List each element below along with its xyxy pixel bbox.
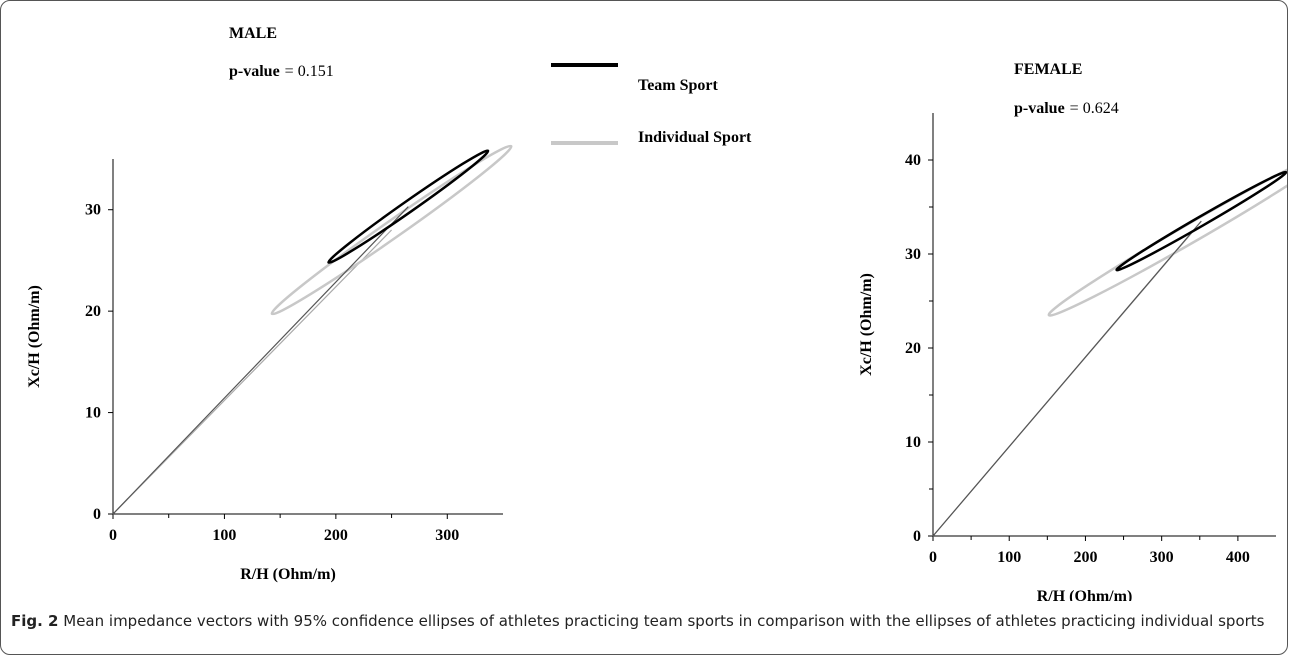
x-tick-label: 300	[435, 527, 459, 544]
vector	[932, 220, 1202, 537]
chart-title: FEMALE	[1014, 61, 1082, 78]
confidence-ellipse	[1115, 170, 1287, 272]
caption-label: Fig. 2	[11, 612, 59, 630]
vector	[112, 229, 392, 515]
confidence-ellipse	[327, 149, 490, 264]
confidence-ellipse	[270, 144, 513, 316]
x-tick-label: 100	[212, 527, 236, 544]
annotation-text: = 0.624	[1070, 100, 1119, 117]
annotation-label: p-value	[1014, 100, 1065, 117]
x-tick-label: 200	[1073, 549, 1097, 566]
x-tick-label: 0	[109, 527, 117, 544]
annotation-text: = 0.151	[285, 63, 334, 80]
y-tick-label: 0	[93, 506, 101, 523]
y-tick-label: 0	[913, 528, 921, 545]
annotation-label: p-value	[229, 63, 280, 80]
y-tick-label: 10	[905, 434, 921, 451]
legend-label: Individual Sport	[638, 129, 752, 146]
y-tick-label: 40	[905, 152, 921, 169]
caption: Fig. 2 Mean impedance vectors with 95% c…	[11, 610, 1271, 632]
y-tick-label: 20	[85, 303, 101, 320]
y-axis-label: Xc/H (Ohm/m)	[26, 285, 43, 388]
x-tick-label: 200	[324, 527, 348, 544]
y-tick-label: 30	[905, 246, 921, 263]
chart-title: MALE	[229, 25, 277, 42]
caption-text: Mean impedance vectors with 95% confiden…	[63, 612, 1265, 630]
y-tick-label: 20	[905, 340, 921, 357]
legend-label: Team Sport	[638, 77, 719, 94]
y-axis-label: Xc/H (Ohm/m)	[858, 273, 875, 376]
x-tick-label: 0	[929, 549, 937, 566]
annotation: p-value = 0.151	[229, 63, 334, 80]
vector	[112, 206, 409, 515]
confidence-ellipse	[1047, 148, 1287, 317]
y-tick-label: 10	[85, 405, 101, 422]
x-axis-label: R/H (Ohm/m)	[240, 566, 336, 583]
x-tick-label: 400	[1226, 549, 1250, 566]
x-axis-label: R/H (Ohm/m)	[1037, 588, 1133, 601]
y-tick-label: 30	[85, 202, 101, 219]
x-tick-label: 300	[1150, 549, 1174, 566]
x-tick-label: 100	[997, 549, 1021, 566]
annotation: p-value = 0.624	[1014, 100, 1119, 117]
